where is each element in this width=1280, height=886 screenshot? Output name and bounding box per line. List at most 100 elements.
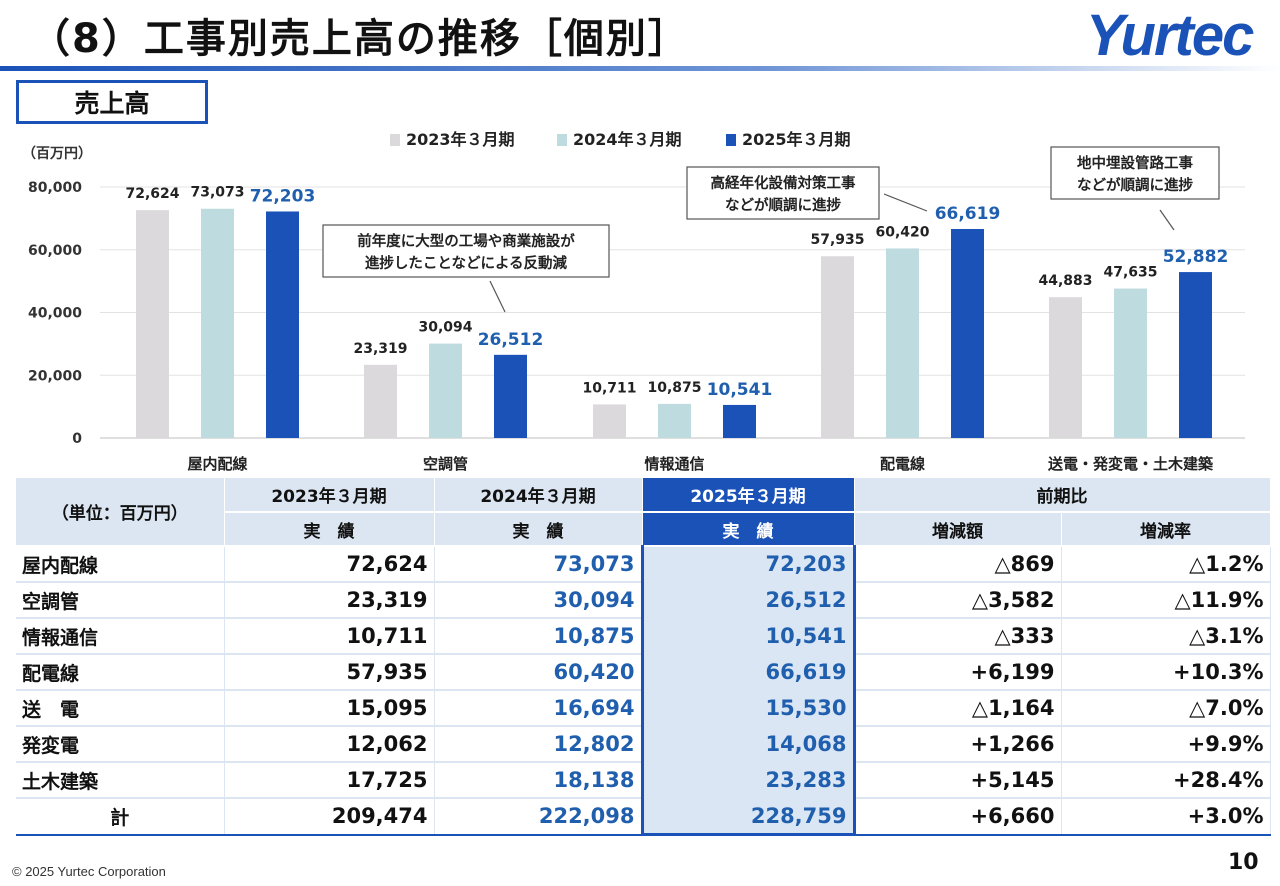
x-tick-label: 配電線 — [880, 455, 925, 473]
section-label: 売上高 — [16, 80, 208, 124]
y-tick-label: 60,000 — [28, 243, 82, 259]
annotation-leader-line — [1159, 209, 1175, 231]
x-tick-label: 屋内配線 — [187, 455, 247, 473]
data-label: 23,319 — [353, 341, 407, 357]
legend-label: 2023年３月期 — [406, 130, 515, 149]
data-label: 47,635 — [1103, 265, 1157, 281]
copyright: © 2025 Yurtec Corporation — [12, 864, 166, 879]
legend-swatch — [557, 134, 567, 146]
table-row: 配電線 57,935 60,420 66,619 +6,199 +10.3% — [16, 654, 1271, 691]
table-subheader-actual-2024: 実 績 — [434, 512, 643, 547]
legend-label: 2024年３月期 — [573, 130, 682, 149]
table-row: 屋内配線 72,624 73,073 72,203 △869 △1.2% — [16, 546, 1271, 583]
sales-table: （単位：百万円） 2023年３月期 2024年３月期 2025年３月期 前期比 … — [16, 478, 1271, 836]
table-cell-v2024: 12,802 — [434, 726, 643, 763]
annotation-text: などが順調に進捗 — [725, 196, 841, 214]
table-cell-v2023: 23,319 — [224, 582, 435, 619]
table-row: 空調管 23,319 30,094 26,512 △3,582 △11.9% — [16, 582, 1271, 619]
table-header-2024: 2024年３月期 — [434, 478, 643, 513]
bar — [201, 208, 234, 438]
annotation-text: 前年度に大型の工場や商業施設が — [357, 232, 575, 250]
table-cell-diff: △869 — [854, 546, 1062, 583]
table-cell-diff: △3,582 — [854, 582, 1062, 619]
y-tick-label: 80,000 — [28, 180, 82, 196]
table-cell-v2025: 26,512 — [640, 582, 856, 619]
bar — [723, 404, 756, 438]
table-cell-diff: △333 — [854, 618, 1062, 655]
table-cell-diff: +6,199 — [854, 654, 1062, 691]
table-cell-v2025: 228,759 — [640, 797, 856, 836]
annotation-text: 進捗したことなどによる反動減 — [365, 254, 568, 272]
annotation-text: 地中埋設管路工事 — [1077, 154, 1193, 172]
annotation-text: 高経年化設備対策工事 — [711, 174, 856, 192]
page-number: 10 — [1228, 850, 1259, 875]
table-cell-v2025: 72,203 — [640, 546, 856, 583]
table-cell-v2024: 60,420 — [434, 654, 643, 691]
table-cell-v2025: 23,283 — [640, 762, 856, 799]
row-label: 土木建築 — [16, 762, 225, 799]
y-tick-label: 20,000 — [28, 368, 82, 384]
data-label: 60,420 — [875, 224, 929, 240]
table-cell-v2023: 72,624 — [224, 546, 435, 583]
data-label: 10,875 — [647, 380, 701, 396]
table-cell-rate: △1.2% — [1061, 546, 1271, 583]
bar — [1114, 288, 1147, 438]
table-cell-v2023: 10,711 — [224, 618, 435, 655]
annotation-box — [686, 166, 880, 220]
legend-label: 2025年３月期 — [742, 130, 851, 149]
row-label: 屋内配線 — [16, 546, 225, 583]
x-tick-label: 空調管 — [423, 455, 468, 473]
data-label: 57,935 — [810, 232, 864, 248]
data-label: 26,512 — [478, 330, 544, 350]
row-label: 送 電 — [16, 690, 225, 727]
table-subheader-change-amount: 増減額 — [854, 512, 1062, 547]
row-label: 配電線 — [16, 654, 225, 691]
bar — [951, 228, 984, 438]
table-header-comparison: 前期比 — [854, 478, 1271, 513]
table-row: 送 電 15,095 16,694 15,530 △1,164 △7.0% — [16, 690, 1271, 727]
table-cell-v2025: 66,619 — [640, 654, 856, 691]
table-total-row: 計 209,474 222,098 228,759 +6,660 +3.0% — [16, 797, 1271, 836]
table-cell-v2023: 209,474 — [224, 797, 435, 836]
table-cell-v2023: 17,725 — [224, 762, 435, 799]
bar — [821, 256, 854, 438]
data-label: 10,711 — [582, 380, 636, 396]
table-row: 発変電 12,062 12,802 14,068 +1,266 +9.9% — [16, 726, 1271, 763]
table-cell-rate: +3.0% — [1061, 797, 1271, 836]
table-cell-diff: +5,145 — [854, 762, 1062, 799]
table-cell-v2024: 30,094 — [434, 582, 643, 619]
bar — [494, 354, 527, 438]
annotation-leader-line — [489, 280, 506, 313]
table-cell-v2023: 15,095 — [224, 690, 435, 727]
data-label: 73,073 — [190, 185, 244, 201]
table-header-2023: 2023年３月期 — [224, 478, 435, 513]
bar — [593, 404, 626, 438]
bar — [364, 364, 397, 438]
row-label: 情報通信 — [16, 618, 225, 655]
page-title: （8）工事別売上高の推移［個別］ — [30, 16, 690, 62]
table-cell-diff: △1,164 — [854, 690, 1062, 727]
table-cell-rate: △3.1% — [1061, 618, 1271, 655]
table-cell-v2025: 10,541 — [640, 618, 856, 655]
y-axis-unit-label: （百万円） — [22, 146, 92, 162]
title-divider — [0, 66, 1280, 71]
legend-swatch — [726, 134, 736, 146]
bar — [658, 403, 691, 438]
bar — [886, 248, 919, 438]
table-cell-v2024: 222,098 — [434, 797, 643, 836]
bar — [136, 210, 169, 438]
y-tick-label: 40,000 — [28, 306, 82, 322]
data-label: 72,203 — [250, 186, 316, 206]
annotation-leader-line — [883, 193, 928, 212]
table-unit-label: （単位：百万円） — [16, 478, 225, 547]
table-header-2025: 2025年３月期 — [642, 478, 855, 513]
table-cell-rate: +28.4% — [1061, 762, 1271, 799]
bar — [1049, 297, 1082, 438]
table-cell-diff: +1,266 — [854, 726, 1062, 763]
annotation-box — [322, 224, 610, 278]
sales-by-work-type-chart: （百万円） 0 20,000 40,000 60,000 80,000 2023年３月期 20… — [22, 130, 1245, 473]
legend-swatch — [390, 134, 400, 146]
table-cell-diff: +6,660 — [854, 797, 1062, 836]
table-cell-v2025: 14,068 — [640, 726, 856, 763]
x-tick-label: 情報通信 — [644, 455, 704, 473]
